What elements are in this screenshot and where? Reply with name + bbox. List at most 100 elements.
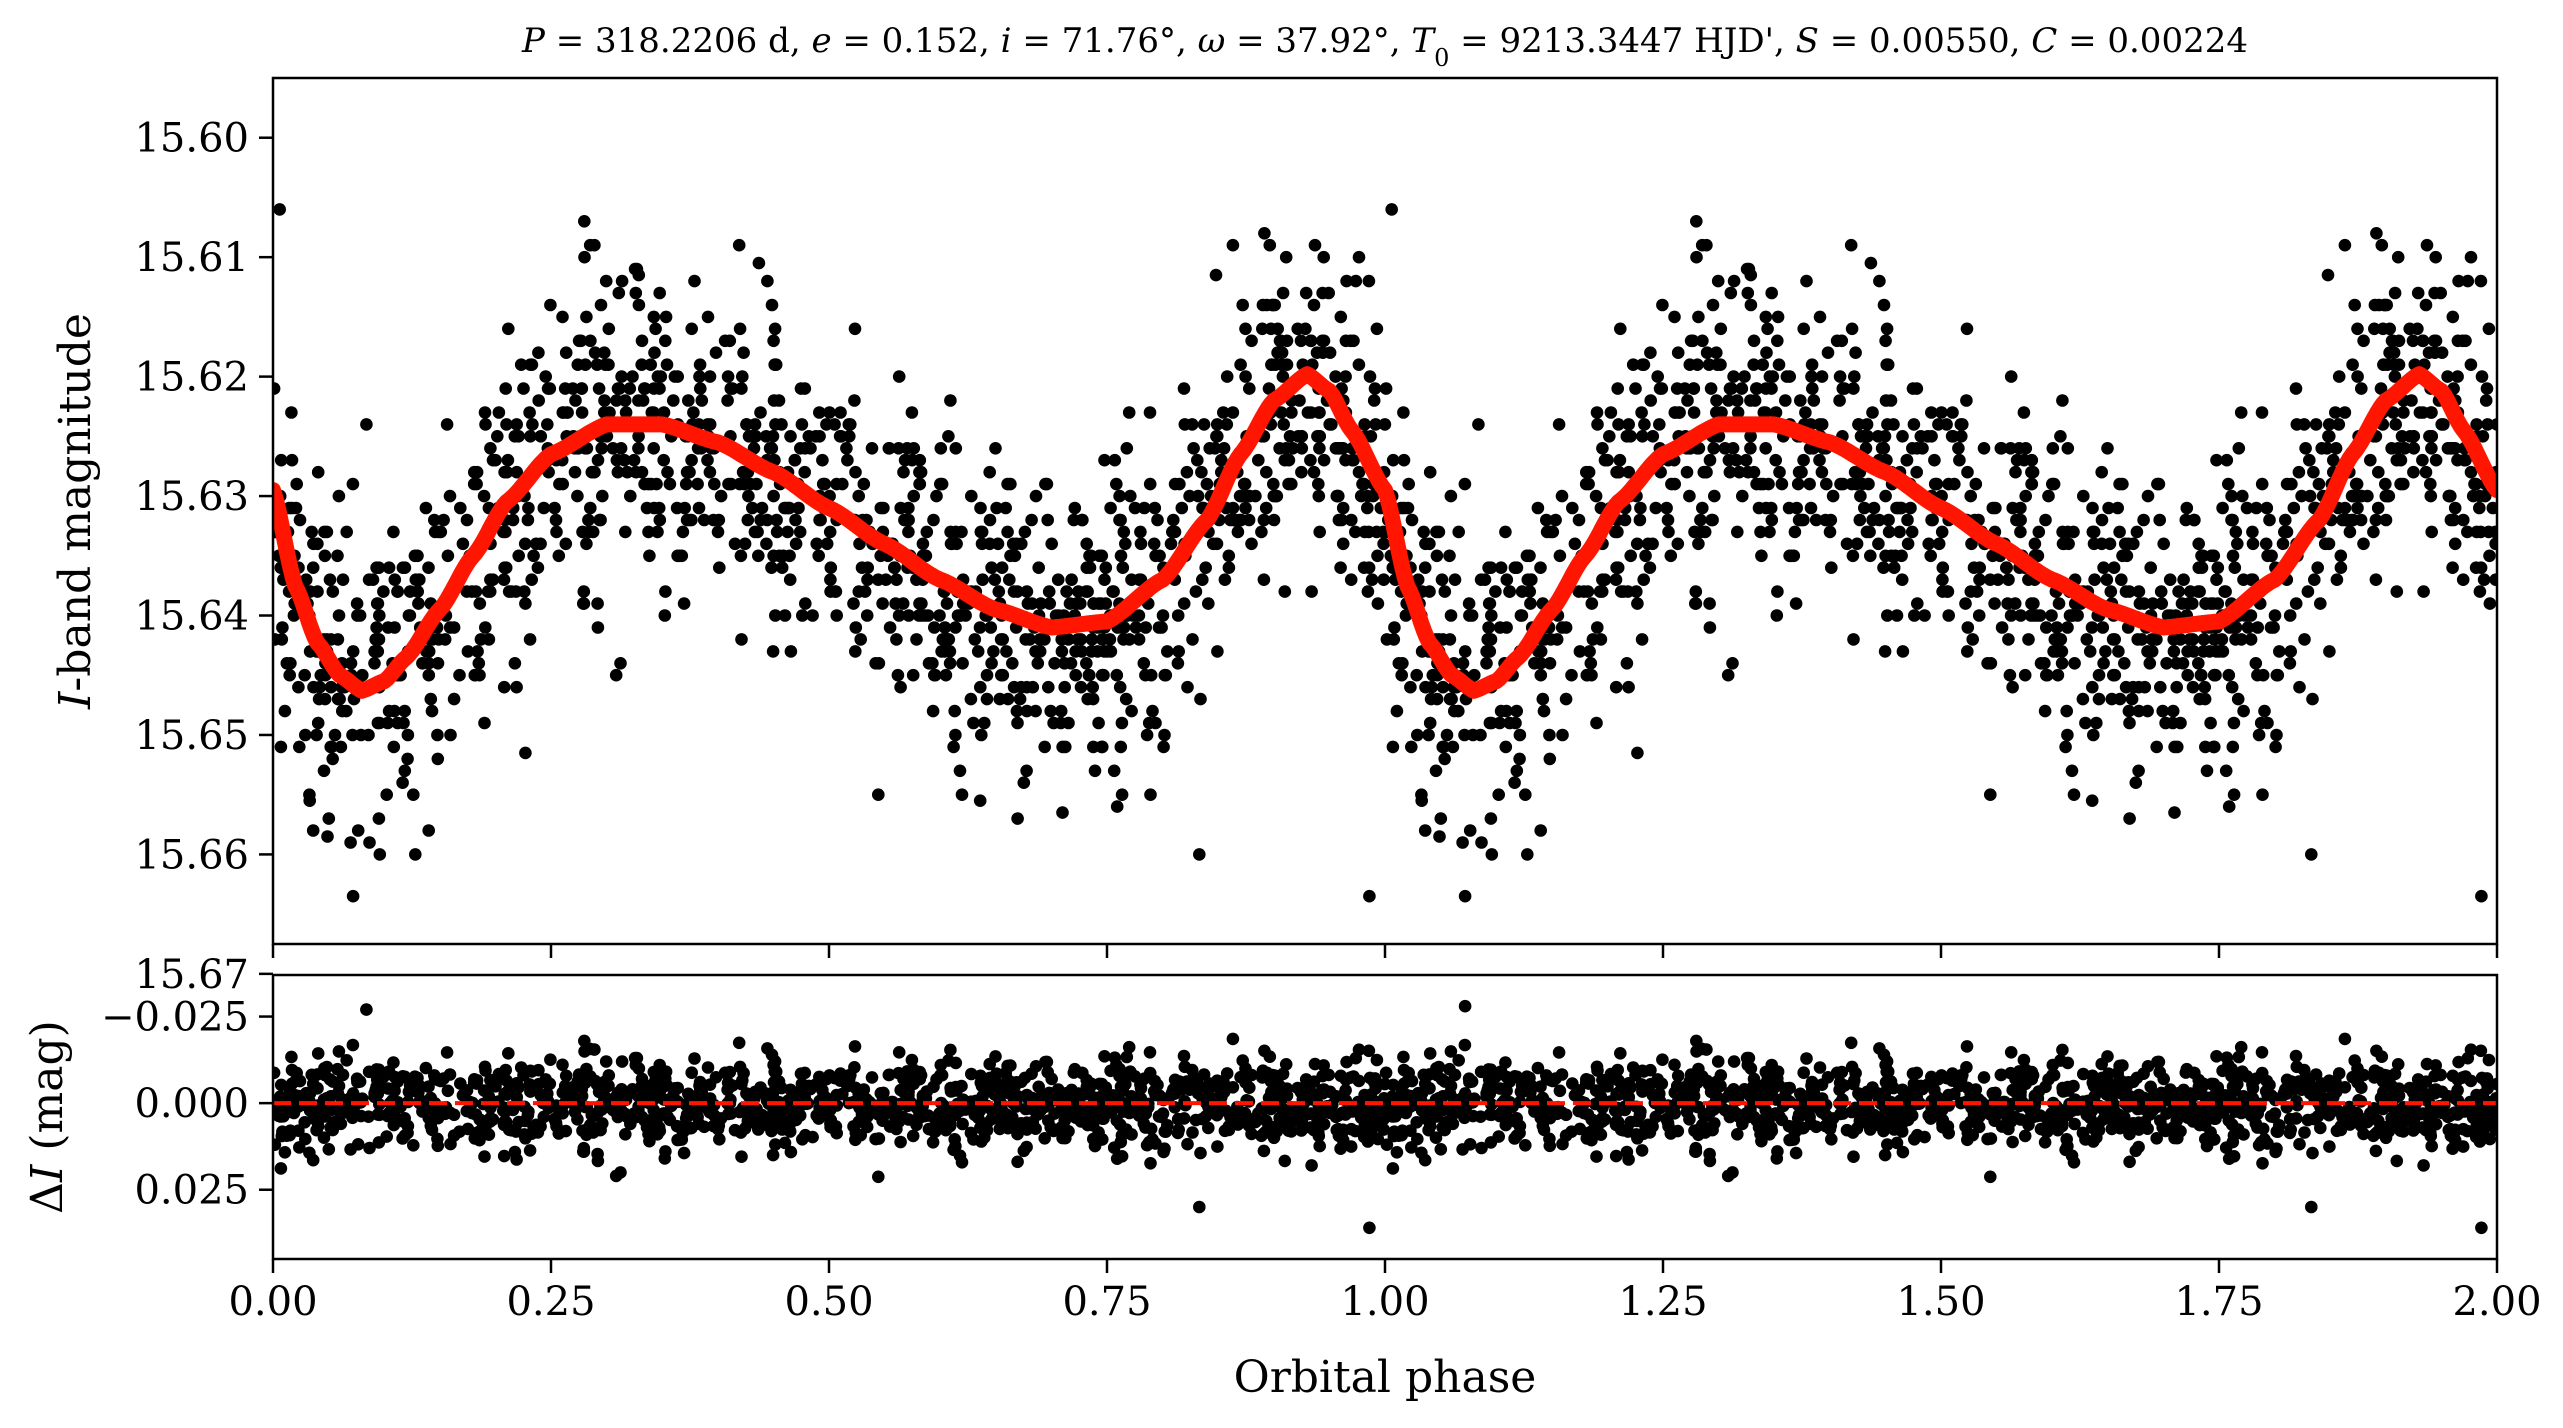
lightcurve-point — [685, 322, 698, 336]
residual-point — [1040, 1055, 1054, 1069]
lightcurve-point — [1508, 776, 1521, 789]
lightcurve-point — [1377, 573, 1390, 586]
lightcurve-point — [1239, 501, 1252, 515]
lightcurve-point — [992, 585, 1006, 598]
lightcurve-point — [2034, 657, 2048, 670]
lightcurve-point — [1513, 728, 1527, 742]
lightcurve-point — [1534, 668, 1548, 682]
lightcurve-point — [882, 442, 896, 455]
lightcurve-point — [2355, 489, 2368, 503]
lightcurve-point — [1267, 513, 1281, 527]
lightcurve-point — [1636, 430, 1649, 443]
residual-point — [2068, 1117, 2081, 1131]
lightcurve-point — [1553, 549, 1567, 563]
lightcurve-point — [1282, 477, 1295, 491]
lightcurve-point — [2116, 477, 2129, 491]
lightcurve-point — [1104, 501, 1117, 515]
lightcurve-point — [2379, 513, 2393, 527]
lightcurve-point — [1879, 489, 1892, 503]
lightcurve-point — [1731, 525, 1744, 539]
lightcurve-point — [1747, 465, 1761, 479]
residual-point — [596, 1117, 609, 1130]
lightcurve-point — [532, 394, 545, 407]
lightcurve-point — [1649, 501, 1663, 515]
residual-point — [1994, 1068, 2008, 1082]
lightcurve-point — [804, 442, 817, 455]
lightcurve-point — [2259, 537, 2273, 551]
lightcurve-point — [2459, 453, 2472, 467]
residual-point — [1339, 1073, 1353, 1086]
lightcurve-point — [671, 370, 684, 383]
lightcurve-point — [331, 549, 344, 563]
lightcurve-point — [682, 394, 695, 407]
residual-point — [2219, 1141, 2233, 1154]
lightcurve-point — [691, 477, 704, 491]
lightcurve-point — [974, 501, 987, 515]
lightcurve-point — [1265, 358, 1278, 372]
lightcurve-point — [2346, 358, 2359, 372]
lightcurve-point — [311, 465, 325, 479]
lightcurve-point — [1747, 358, 1760, 372]
residual-point — [1362, 1117, 1375, 1130]
lightcurve-point — [1493, 716, 1506, 730]
residual-point — [1095, 1077, 1109, 1091]
lightcurve-point — [598, 394, 611, 407]
residual-point — [1710, 1089, 1723, 1103]
lightcurve-point — [953, 764, 967, 778]
lightcurve-point — [736, 370, 749, 383]
lightcurve-point — [438, 633, 452, 646]
lightcurve-point — [2318, 537, 2332, 551]
lightcurve-point — [398, 704, 412, 718]
lightcurve-point — [1783, 549, 1796, 563]
lightcurve-point — [2334, 549, 2348, 563]
lightcurve-point — [1668, 406, 1682, 419]
lightcurve-point — [311, 716, 325, 730]
lightcurve-point — [1723, 465, 1737, 479]
lightcurve-point — [1566, 501, 1579, 515]
lightcurve-point — [721, 394, 734, 407]
lightcurve-point — [983, 465, 996, 479]
lightcurve-point — [373, 609, 386, 622]
lightcurve-point — [2160, 657, 2173, 670]
lightcurve-point — [500, 418, 513, 431]
lightcurve-point — [351, 824, 365, 837]
lightcurve-point — [1935, 406, 1948, 419]
lightcurve-point — [1613, 453, 1627, 467]
lightcurve-point — [1848, 370, 1861, 383]
lightcurve-point — [1211, 430, 1224, 443]
lightcurve-point — [711, 525, 725, 539]
residual-point — [778, 1136, 792, 1150]
residual-point — [372, 1136, 386, 1149]
lightcurve-point — [1438, 752, 1451, 766]
lightcurve-point — [574, 334, 588, 348]
lightcurve-point — [1031, 657, 1045, 670]
lightcurve-point — [2208, 633, 2221, 646]
lightcurve-outlier — [1385, 203, 1398, 216]
lightcurve-point — [892, 442, 905, 455]
lightcurve-point — [2192, 561, 2206, 574]
lightcurve-point — [621, 465, 634, 479]
lightcurve-point — [1620, 657, 1634, 670]
lightcurve-point — [2293, 680, 2306, 694]
lightcurve-point — [1361, 501, 1374, 515]
lightcurve-point — [461, 645, 475, 658]
lightcurve-point — [1001, 525, 1014, 539]
lightcurve-point — [2022, 633, 2035, 646]
residual-point — [784, 1145, 798, 1159]
lightcurve-point — [2204, 716, 2217, 730]
lightcurve-point — [799, 597, 812, 610]
lightcurve-point — [526, 418, 539, 431]
lightcurve-point — [1295, 465, 1308, 479]
lightcurve-point — [1738, 370, 1751, 383]
lightcurve-point — [1189, 585, 1203, 598]
lightcurve-point — [2385, 334, 2399, 348]
lightcurve-point — [798, 465, 811, 479]
lightcurve-point — [1936, 585, 1949, 598]
lightcurve-point — [806, 609, 819, 622]
lightcurve-point — [1847, 633, 1860, 646]
lightcurve-point — [2474, 274, 2488, 288]
lightcurve-point — [1386, 740, 1400, 754]
lightcurve-point — [512, 430, 525, 443]
lightcurve-point — [1010, 537, 1023, 551]
lightcurve-point — [2229, 525, 2243, 539]
